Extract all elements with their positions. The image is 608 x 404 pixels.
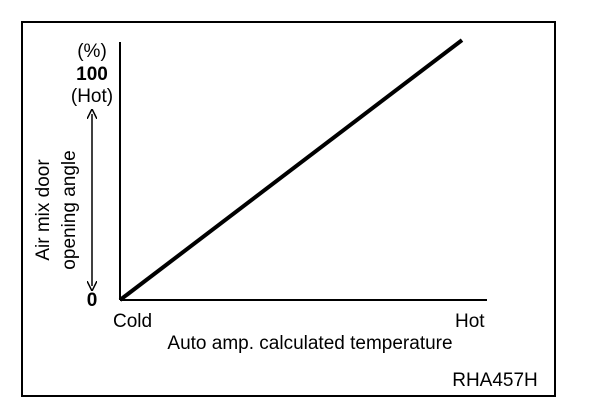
x-tick-label: Cold [113, 311, 152, 332]
y-label-line: Air mix door [33, 159, 54, 261]
y-unit: (%) [77, 41, 107, 62]
y-label-line: opening angle [59, 150, 80, 269]
x-tick-label: Hot [455, 311, 485, 332]
frame [21, 21, 556, 397]
y-tick-label: 0 [87, 290, 98, 311]
y-top-note: (Hot) [71, 86, 113, 107]
data-line [118, 38, 464, 302]
x-label: Auto amp. calculated temperature [167, 333, 452, 354]
figure-code: RHA457H [452, 370, 538, 391]
y-tick-label: 100 [76, 64, 108, 85]
y-label: Air mix door opening angle [33, 150, 80, 269]
